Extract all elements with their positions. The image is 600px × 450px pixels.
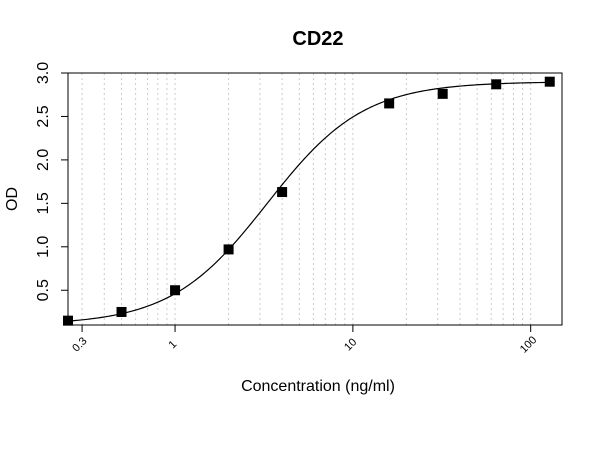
x-tick-label: 100 bbox=[518, 334, 539, 355]
data-point bbox=[491, 79, 502, 90]
data-point bbox=[63, 315, 73, 326]
chart-title: CD22 bbox=[292, 28, 343, 50]
y-tick-label: 1.0 bbox=[35, 236, 52, 258]
data-point bbox=[170, 285, 181, 296]
plot-frame bbox=[67, 72, 563, 326]
grid bbox=[81, 73, 532, 325]
data-point bbox=[223, 244, 234, 255]
y-tick-label: 2.5 bbox=[35, 105, 52, 127]
y-tick-label: 3.0 bbox=[35, 62, 52, 84]
x-axis: 0.3 1 10 100 bbox=[70, 325, 539, 356]
x-tick-label: 1 bbox=[167, 338, 180, 351]
data-point bbox=[544, 76, 555, 87]
fit-curve bbox=[67, 81, 550, 322]
y-axis-label: OD bbox=[4, 187, 21, 211]
y-tick-label: 2.0 bbox=[35, 149, 52, 171]
y-axis: 0.5 1.0 1.5 2.0 2.5 3.0 bbox=[35, 62, 68, 301]
y-tick-label: 1.5 bbox=[35, 192, 52, 214]
x-tick-label: 0.3 bbox=[70, 335, 89, 354]
data-point bbox=[277, 187, 288, 198]
y-tick-label: 0.5 bbox=[35, 279, 52, 301]
data-points bbox=[63, 76, 555, 326]
data-point bbox=[384, 98, 395, 109]
data-point bbox=[437, 88, 448, 99]
x-tick-label: 10 bbox=[342, 336, 359, 353]
x-axis-label: Concentration (ng/ml) bbox=[241, 378, 395, 395]
data-point bbox=[116, 306, 127, 317]
